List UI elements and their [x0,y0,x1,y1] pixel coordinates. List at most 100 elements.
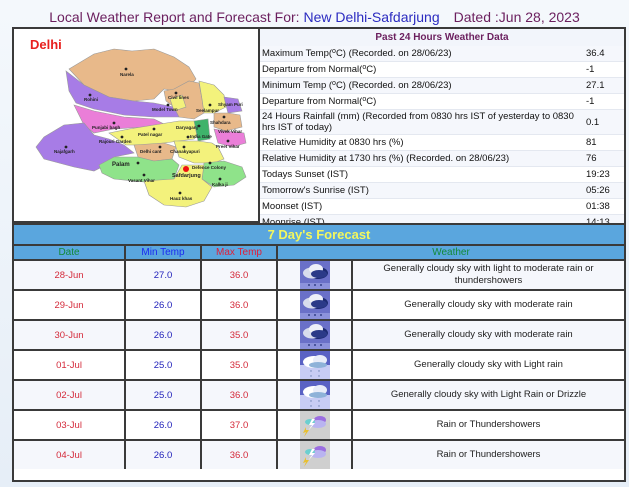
data-value: 0.1 [586,116,600,128]
forecast-icon-cell [276,289,353,321]
svg-text:Punjabi bagh: Punjabi bagh [92,125,121,130]
forecast-max-temp: 37.0 [200,409,278,441]
forecast-weather: Generally cloudy sky with moderate rain [351,289,624,321]
forecast-weather: Rain or Thundershowers [351,439,624,469]
map-title: Delhi [30,37,62,52]
current-weather-panel: Narela Rohini Civil lines Model Town See… [12,27,626,231]
data-label: 24 Hours Rainfall (mm) (Recorded from 08… [262,111,574,133]
title-prefix: Local Weather Report and Forecast For: [49,9,304,25]
forecast-header-row: Date Min Temp Max Temp Weather [14,246,624,261]
data-value: 36.4 [586,48,605,59]
forecast-max-temp: 35.0 [200,319,278,351]
data-value: 14:13 [586,217,624,228]
data-row-min-departure: Departure from Normal(oC) -1 [260,94,624,110]
data-value: 76 [586,153,597,164]
forecast-weather: Generally cloudy sky with light to moder… [351,259,624,291]
thunderstorm-icon [300,411,330,439]
svg-text:Shahdara: Shahdara [210,120,231,125]
forecast-min-temp: 26.0 [124,289,202,321]
table-row: 01-Jul 25.0 35.0 Generally cloudy sky wi… [14,349,624,381]
forecast-weather: Generally cloudy sky with Light Rain or … [351,379,624,411]
data-row-max-departure: Departure from Normal(oC) -1 [260,62,624,78]
forecast-max-temp: 36.0 [200,259,278,291]
col-header-min-temp: Min Temp [124,246,202,261]
forecast-icon-cell [276,259,353,291]
data-row-moonset: Moonset (IST) 01:38 [260,199,624,215]
data-value: -1 [586,96,595,107]
data-label: Moonset (IST) [262,201,323,212]
forecast-min-temp: 26.0 [124,439,202,469]
data-value: -1 [586,64,595,75]
data-row-humidity-1730: Relative Humidity at 1730 hrs (%) (Recor… [260,151,624,167]
svg-text:Delhi cant: Delhi cant [140,149,162,154]
data-label: Todays Sunset (IST) [262,169,349,180]
col-header-date: Date [14,246,126,261]
data-label: Relative Humidity at 0830 hrs (%) [262,137,404,148]
svg-text:Shyam Puri: Shyam Puri [218,102,243,107]
table-row: 29-Jun 26.0 36.0 Generally cloudy sky wi… [14,289,624,321]
data-value: 81 [586,137,597,148]
forecast-max-temp: 36.0 [200,289,278,321]
forecast-min-temp: 26.0 [124,409,202,441]
delhi-district-map-icon: Narela Rohini Civil lines Model Town See… [35,48,247,208]
data-label: Minimum Temp (oC) (Recorded. on 28/06/23… [262,80,452,91]
light-rain-icon [300,351,330,379]
svg-text:Kalka ji: Kalka ji [212,182,228,187]
svg-text:Vivek Vihar: Vivek Vihar [218,129,242,134]
delhi-map: Narela Rohini Civil lines Model Town See… [14,29,260,221]
light-rain-icon [300,381,330,409]
table-row: 02-Jul 25.0 36.0 Generally cloudy sky wi… [14,379,624,411]
page-title: Local Weather Report and Forecast For: N… [0,9,629,25]
forecast-weather: Generally cloudy sky with Light rain [351,349,624,381]
data-row-sunrise: Tomorrow's Sunrise (IST) 05:26 [260,183,624,199]
table-row: 03-Jul 26.0 37.0 Rain or Thundershowers [14,409,624,441]
col-header-max-temp: Max Temp [200,246,278,261]
forecast-date: 29-Jun [14,289,126,321]
svg-text:India Gate: India Gate [190,134,212,139]
forecast-icon-cell [276,409,353,441]
forecast-date: 01-Jul [14,349,126,381]
svg-text:Seelampur: Seelampur [196,108,219,113]
forecast-max-temp: 36.0 [200,439,278,469]
thunderstorm-icon [300,441,330,469]
table-row: 30-Jun 26.0 35.0 Generally cloudy sky wi… [14,319,624,351]
heavy-rain-icon [300,321,330,349]
data-value: 27.1 [586,80,605,91]
svg-text:Najafgarh: Najafgarh [54,149,75,154]
forecast-max-temp: 36.0 [200,379,278,411]
svg-text:Patel nagar: Patel nagar [138,132,163,137]
svg-text:Hauz khas: Hauz khas [170,196,193,201]
forecast-min-temp: 26.0 [124,319,202,351]
station-name: New Delhi-Safdarjung [303,9,440,25]
data-label: Departure from Normal(oC) [262,96,377,107]
svg-text:Defence Colony: Defence Colony [192,165,227,170]
forecast-date: 30-Jun [14,319,126,351]
forecast-title: 7 Day's Forecast [14,225,624,246]
past-24h-rows: Maximum Temp(oC) (Recorded. on 28/06/23)… [260,46,624,231]
svg-text:Rohini: Rohini [84,97,98,102]
forecast-date: 28-Jun [14,259,126,291]
forecast-weather: Generally cloudy sky with moderate rain [351,319,624,351]
data-label: Moonrise (IST) [260,217,586,228]
data-label: Relative Humidity at 1730 hrs (%) (Recor… [262,153,510,164]
svg-text:Model Town: Model Town [152,107,178,112]
forecast-min-temp: 27.0 [124,259,202,291]
forecast-max-temp: 35.0 [200,349,278,381]
table-row: 04-Jul 26.0 36.0 Rain or Thundershowers [14,439,624,469]
data-row-min-temp: Minimum Temp (oC) (Recorded. on 28/06/23… [260,78,624,94]
forecast-icon-cell [276,439,353,469]
table-row: 28-Jun 27.0 36.0 Generally cloudy sky wi… [14,259,624,291]
heavy-rain-icon [300,291,330,319]
svg-text:Safdarjung: Safdarjung [172,173,201,179]
past-24h-data: Past 24 Hours Weather Data Maximum Temp(… [260,29,624,231]
forecast-table: Date Min Temp Max Temp Weather 28-Jun 27… [14,246,624,469]
forecast-icon-cell [276,379,353,411]
data-label: Maximum Temp(oC) (Recorded. on 28/06/23) [262,48,452,59]
svg-text:Daryaganj: Daryaganj [176,125,198,130]
svg-text:Chanakyapuri: Chanakyapuri [170,149,200,154]
data-label: Departure from Normal(oC) [262,64,377,75]
data-row-max-temp: Maximum Temp(oC) (Recorded. on 28/06/23)… [260,46,624,62]
forecast-date: 04-Jul [14,439,126,469]
data-value: 05:26 [586,185,610,196]
forecast-min-temp: 25.0 [124,379,202,411]
